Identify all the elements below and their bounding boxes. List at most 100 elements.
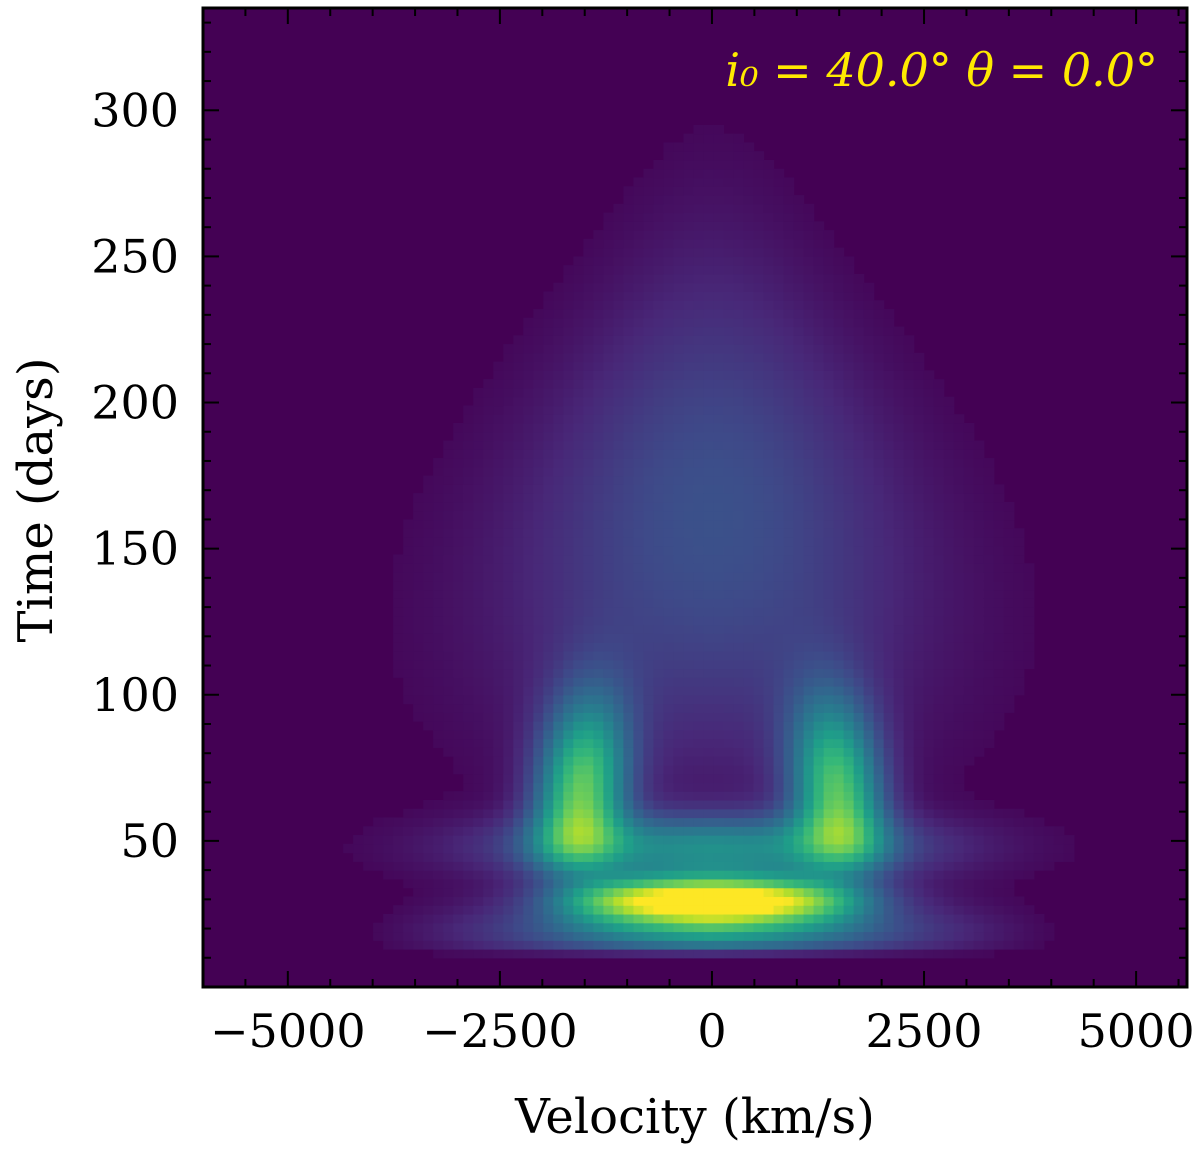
heatmap-cell <box>863 878 875 889</box>
heatmap-cell <box>613 440 625 450</box>
plot-frame <box>201 6 1189 989</box>
heatmap-cell <box>993 519 1005 529</box>
heatmap-cell <box>863 738 875 748</box>
heatmap-cell <box>633 852 645 862</box>
heatmap-cell <box>943 554 955 564</box>
heatmap-cell <box>583 563 594 573</box>
heatmap-cell <box>883 607 895 617</box>
heatmap-cell <box>763 466 775 477</box>
heatmap-cell <box>493 870 504 880</box>
heatmap-cell <box>593 791 604 801</box>
heatmap-cell <box>793 563 805 573</box>
heatmap-cell <box>723 870 735 880</box>
heatmap-cell <box>503 528 514 538</box>
heatmap-cell <box>483 607 494 617</box>
heatmap-cell <box>603 212 614 222</box>
heatmap-cell <box>433 501 444 512</box>
heatmap-cell <box>483 633 494 643</box>
heatmap-cell <box>653 738 665 748</box>
heatmap-cell <box>413 677 424 687</box>
heatmap-cell <box>823 712 835 722</box>
heatmap-cell <box>833 712 845 722</box>
heatmap-cell <box>863 545 875 556</box>
heatmap-cell <box>703 379 715 389</box>
heatmap-cell <box>493 738 504 748</box>
heatmap-cell <box>523 668 534 678</box>
heatmap-cell <box>893 501 905 512</box>
heatmap-cell <box>803 878 815 889</box>
heatmap-cell <box>523 747 534 757</box>
heatmap-cell <box>923 484 935 494</box>
heatmap-cell <box>473 782 484 792</box>
heatmap-cell <box>763 694 775 705</box>
heatmap-cell <box>1023 633 1035 643</box>
heatmap-cell <box>473 843 484 854</box>
heatmap-cell <box>613 396 625 407</box>
heatmap-cell <box>853 747 865 757</box>
heatmap-cell <box>813 782 825 792</box>
heatmap-cell <box>803 528 815 538</box>
heatmap-cell <box>443 835 454 845</box>
heatmap-cell <box>693 449 705 459</box>
heatmap-cell <box>663 931 675 941</box>
heatmap-cell <box>893 352 905 363</box>
heatmap-cell <box>803 922 815 933</box>
heatmap-cell <box>893 545 905 556</box>
heatmap-cell <box>753 186 765 196</box>
heatmap-cell <box>713 905 725 915</box>
heatmap-cell <box>433 817 444 827</box>
heatmap-cell <box>923 536 935 547</box>
heatmap-cell <box>703 677 715 687</box>
heatmap-cell <box>923 633 935 643</box>
heatmap-cell <box>403 615 414 626</box>
heatmap-cell <box>833 519 845 529</box>
heatmap-cell <box>613 878 625 889</box>
heatmap-cell <box>903 422 915 433</box>
heatmap-cell <box>863 589 875 599</box>
heatmap-cell <box>423 545 434 556</box>
heatmap-cell <box>653 940 665 950</box>
heatmap-cell <box>503 712 514 722</box>
heatmap-cell <box>863 440 875 450</box>
heatmap-cell <box>543 466 554 477</box>
heatmap-cell <box>863 685 875 696</box>
heatmap-cell <box>793 949 805 959</box>
heatmap-cell <box>473 545 484 556</box>
heatmap-cell <box>793 317 805 328</box>
heatmap-cell <box>693 230 705 240</box>
heatmap-cell <box>723 642 735 652</box>
heatmap-cell <box>553 703 564 713</box>
heatmap-cell <box>673 142 685 152</box>
heatmap-cell <box>903 694 915 705</box>
heatmap-cell <box>863 835 875 845</box>
heatmap-cell <box>703 580 715 591</box>
heatmap-cell <box>443 685 454 696</box>
heatmap-cell <box>723 703 735 713</box>
heatmap-cell <box>673 265 685 275</box>
heatmap-cell <box>813 949 825 959</box>
heatmap-cell <box>503 949 514 959</box>
heatmap-cell <box>513 843 524 854</box>
heatmap-cell <box>633 405 645 415</box>
heatmap-cell <box>753 624 765 634</box>
heatmap-cell <box>443 650 454 661</box>
heatmap-cell <box>743 677 755 687</box>
heatmap-cell <box>403 878 414 889</box>
heatmap-cell <box>753 265 765 275</box>
heatmap-cell <box>923 493 935 503</box>
heatmap-cell <box>613 212 625 222</box>
heatmap-cell <box>903 764 915 775</box>
heatmap-cell <box>533 309 544 319</box>
heatmap-cell <box>543 764 554 775</box>
parameter-annotation: i₀ = 40.0° θ = 0.0° <box>725 43 1158 97</box>
heatmap-cell <box>763 230 775 240</box>
heatmap-cell <box>783 186 795 196</box>
heatmap-cell <box>703 352 715 363</box>
heatmap-cell <box>573 659 584 670</box>
heatmap-cell <box>933 422 945 433</box>
heatmap-cell <box>523 598 534 608</box>
heatmap-cell <box>543 326 554 336</box>
heatmap-cell <box>783 519 795 529</box>
heatmap-cell <box>573 589 584 599</box>
heatmap-cell <box>853 668 865 678</box>
